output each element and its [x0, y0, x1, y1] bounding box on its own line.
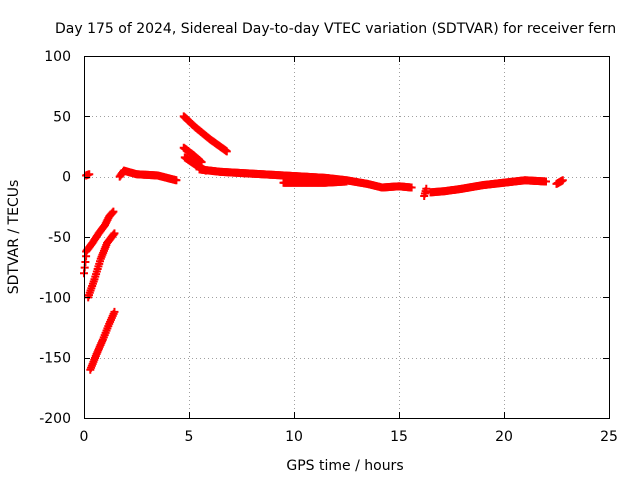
y-tick-label: -100 — [39, 290, 71, 306]
chart-title: Day 175 of 2024, Sidereal Day-to-day VTE… — [55, 21, 616, 37]
data-point — [342, 177, 351, 186]
data-point — [109, 207, 118, 216]
plot-frame — [84, 56, 610, 419]
data-point — [222, 147, 231, 156]
data-point — [85, 170, 94, 179]
y-tick-label: 100 — [44, 49, 71, 65]
axis-ticks — [84, 56, 610, 419]
y-tick-label: 50 — [53, 109, 71, 125]
data-point — [110, 307, 119, 316]
y-tick-label: -50 — [48, 230, 71, 246]
x-tick-label: 25 — [600, 429, 618, 445]
grid — [84, 56, 609, 418]
y-tick-label: 0 — [62, 170, 71, 186]
data-point — [558, 176, 567, 185]
x-tick-label: 5 — [185, 429, 194, 445]
x-axis-label: GPS time / hours — [286, 458, 403, 474]
data-point — [542, 177, 550, 186]
data-point — [422, 184, 431, 193]
data-point — [172, 176, 181, 185]
data-point — [110, 229, 119, 238]
data-point — [407, 183, 416, 192]
y-tick-label: -150 — [39, 351, 71, 367]
y-tick-labels: -200 -150 -100 -50 0 50 100 — [39, 49, 71, 427]
x-tick-label: 0 — [80, 429, 89, 445]
x-tick-label: 20 — [495, 429, 513, 445]
data-points — [80, 112, 567, 374]
x-tick-label: 10 — [285, 429, 303, 445]
x-tick-labels: 0 5 10 15 20 25 — [80, 429, 618, 445]
y-axis-label: SDTVAR / TECUs — [6, 180, 22, 295]
x-tick-label: 15 — [390, 429, 408, 445]
y-tick-label: -200 — [39, 411, 71, 427]
